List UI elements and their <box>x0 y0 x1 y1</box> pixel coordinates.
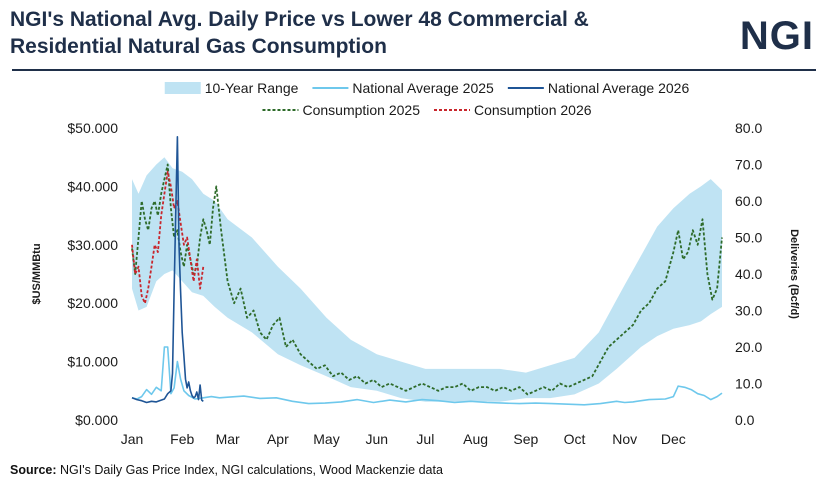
series-10-year-range-band <box>132 157 722 402</box>
legend-label: Consumption 2026 <box>474 102 592 118</box>
chart-title-line-1: NGI's National Avg. Daily Price vs Lower… <box>10 8 589 31</box>
legend-label: National Average 2026 <box>548 80 690 96</box>
legend-label: Consumption 2025 <box>302 102 420 118</box>
x-tick-label: Dec <box>661 431 686 447</box>
source-note: Source: NGI's Daily Gas Price Index, NGI… <box>10 463 443 477</box>
series-national-average-2025 <box>131 346 723 406</box>
chart-title-line-2: Residential Natural Gas Consumption <box>10 35 387 58</box>
y-right-tick-label: 40.0 <box>735 266 762 282</box>
source-text: NGI's Daily Gas Price Index, NGI calcula… <box>60 463 443 477</box>
x-tick-label: Oct <box>564 431 586 447</box>
y-left-tick-label: $0.000 <box>75 412 118 428</box>
header-divider <box>12 69 816 71</box>
plot-series <box>131 136 723 406</box>
x-tick-label: Jan <box>121 431 144 447</box>
legend-label: 10-Year Range <box>205 80 299 96</box>
ngi-logo: NGI <box>739 14 814 58</box>
y-left-tick-label: $10.000 <box>67 354 118 370</box>
legend-label: National Average 2025 <box>352 80 494 96</box>
x-tick-label: May <box>313 431 339 447</box>
x-tick-label: Mar <box>216 431 240 447</box>
y-right-tick-label: 70.0 <box>735 157 762 173</box>
y-right-tick-label: 50.0 <box>735 230 762 246</box>
legend: 10-Year Range National Average 2025 Nation… <box>164 80 690 118</box>
chart-title: NGI's National Avg. Daily Price vs Lower… <box>10 6 710 60</box>
x-tick-label: Feb <box>170 431 194 447</box>
y-right-tick-label: 20.0 <box>735 339 762 355</box>
y-right-tick-label: 10.0 <box>735 376 762 392</box>
y-right-tick-label: 60.0 <box>735 193 762 209</box>
y-right-tick-label: 80.0 <box>735 120 762 136</box>
y-right-axis-title: Deliveries (Bcf/d) <box>788 229 800 319</box>
y-left-tick-label: $20.000 <box>67 295 118 311</box>
series-consumption-2026 <box>131 170 205 305</box>
source-label: Source: <box>10 463 57 477</box>
series-consumption-2025 <box>131 163 723 396</box>
x-tick-label: Jun <box>365 431 388 447</box>
y-right-tick-label: 0.0 <box>735 412 755 428</box>
x-tick-label: Aug <box>463 431 488 447</box>
legend-swatch <box>164 82 201 94</box>
x-tick-label: Apr <box>267 431 289 447</box>
y-left-axis-title: $US/MMBtu <box>31 243 43 304</box>
series-national-average-2026 <box>131 136 204 404</box>
y-right-tick-label: 30.0 <box>735 303 762 319</box>
y-left-tick-label: $30.000 <box>67 237 118 253</box>
x-tick-label: Sep <box>513 431 538 447</box>
x-tick-label: Nov <box>612 431 637 447</box>
y-left-tick-label: $50.000 <box>67 120 118 136</box>
y-left-tick-label: $40.000 <box>67 178 118 194</box>
axes: $0.000 $10.000 $20.000 $30.000 $40.000 $50.00… <box>31 120 800 447</box>
x-tick-label: Jul <box>416 431 434 447</box>
